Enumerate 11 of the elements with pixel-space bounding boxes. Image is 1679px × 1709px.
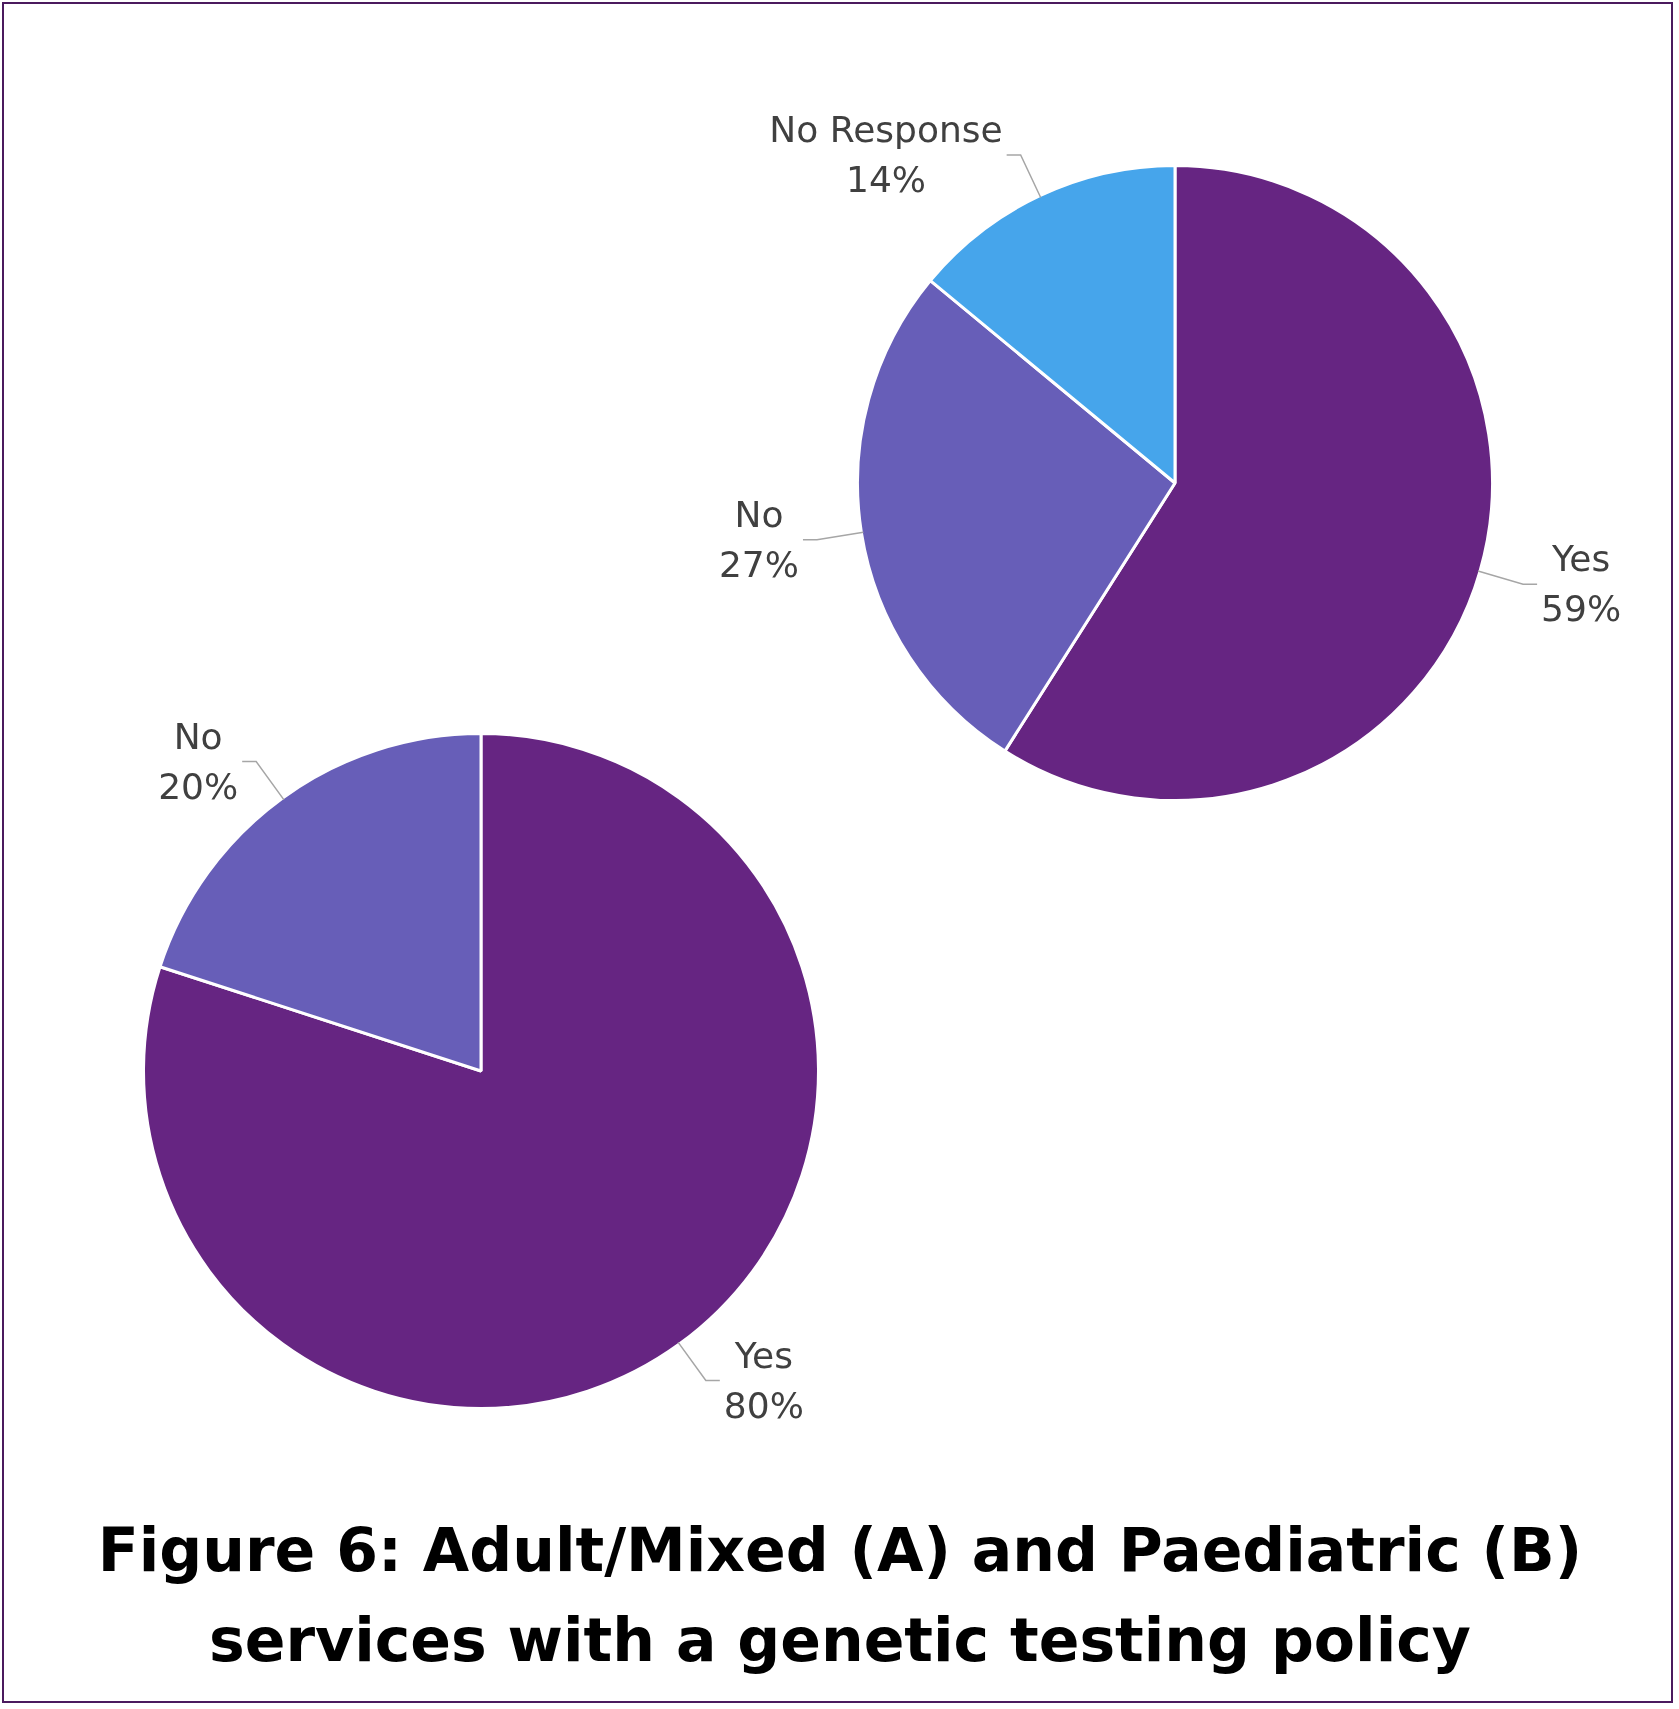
- slice-label: No: [734, 494, 784, 536]
- data-label: 59%: [1541, 588, 1622, 630]
- slice-label: Yes: [1551, 538, 1611, 580]
- text: Figure 6: Adult/Mixed (A) and Paediatric (B) services with a genetic testing policy: [96, 1514, 1584, 1677]
- data-label: 27%: [718, 544, 799, 586]
- data-label: 14%: [846, 159, 927, 201]
- data-label: 80%: [723, 1384, 804, 1426]
- slice-label: No Response: [769, 109, 1003, 151]
- slice-label: No: [173, 715, 223, 757]
- slice-label: Yes: [733, 1334, 793, 1376]
- data-label: 20%: [158, 765, 239, 807]
